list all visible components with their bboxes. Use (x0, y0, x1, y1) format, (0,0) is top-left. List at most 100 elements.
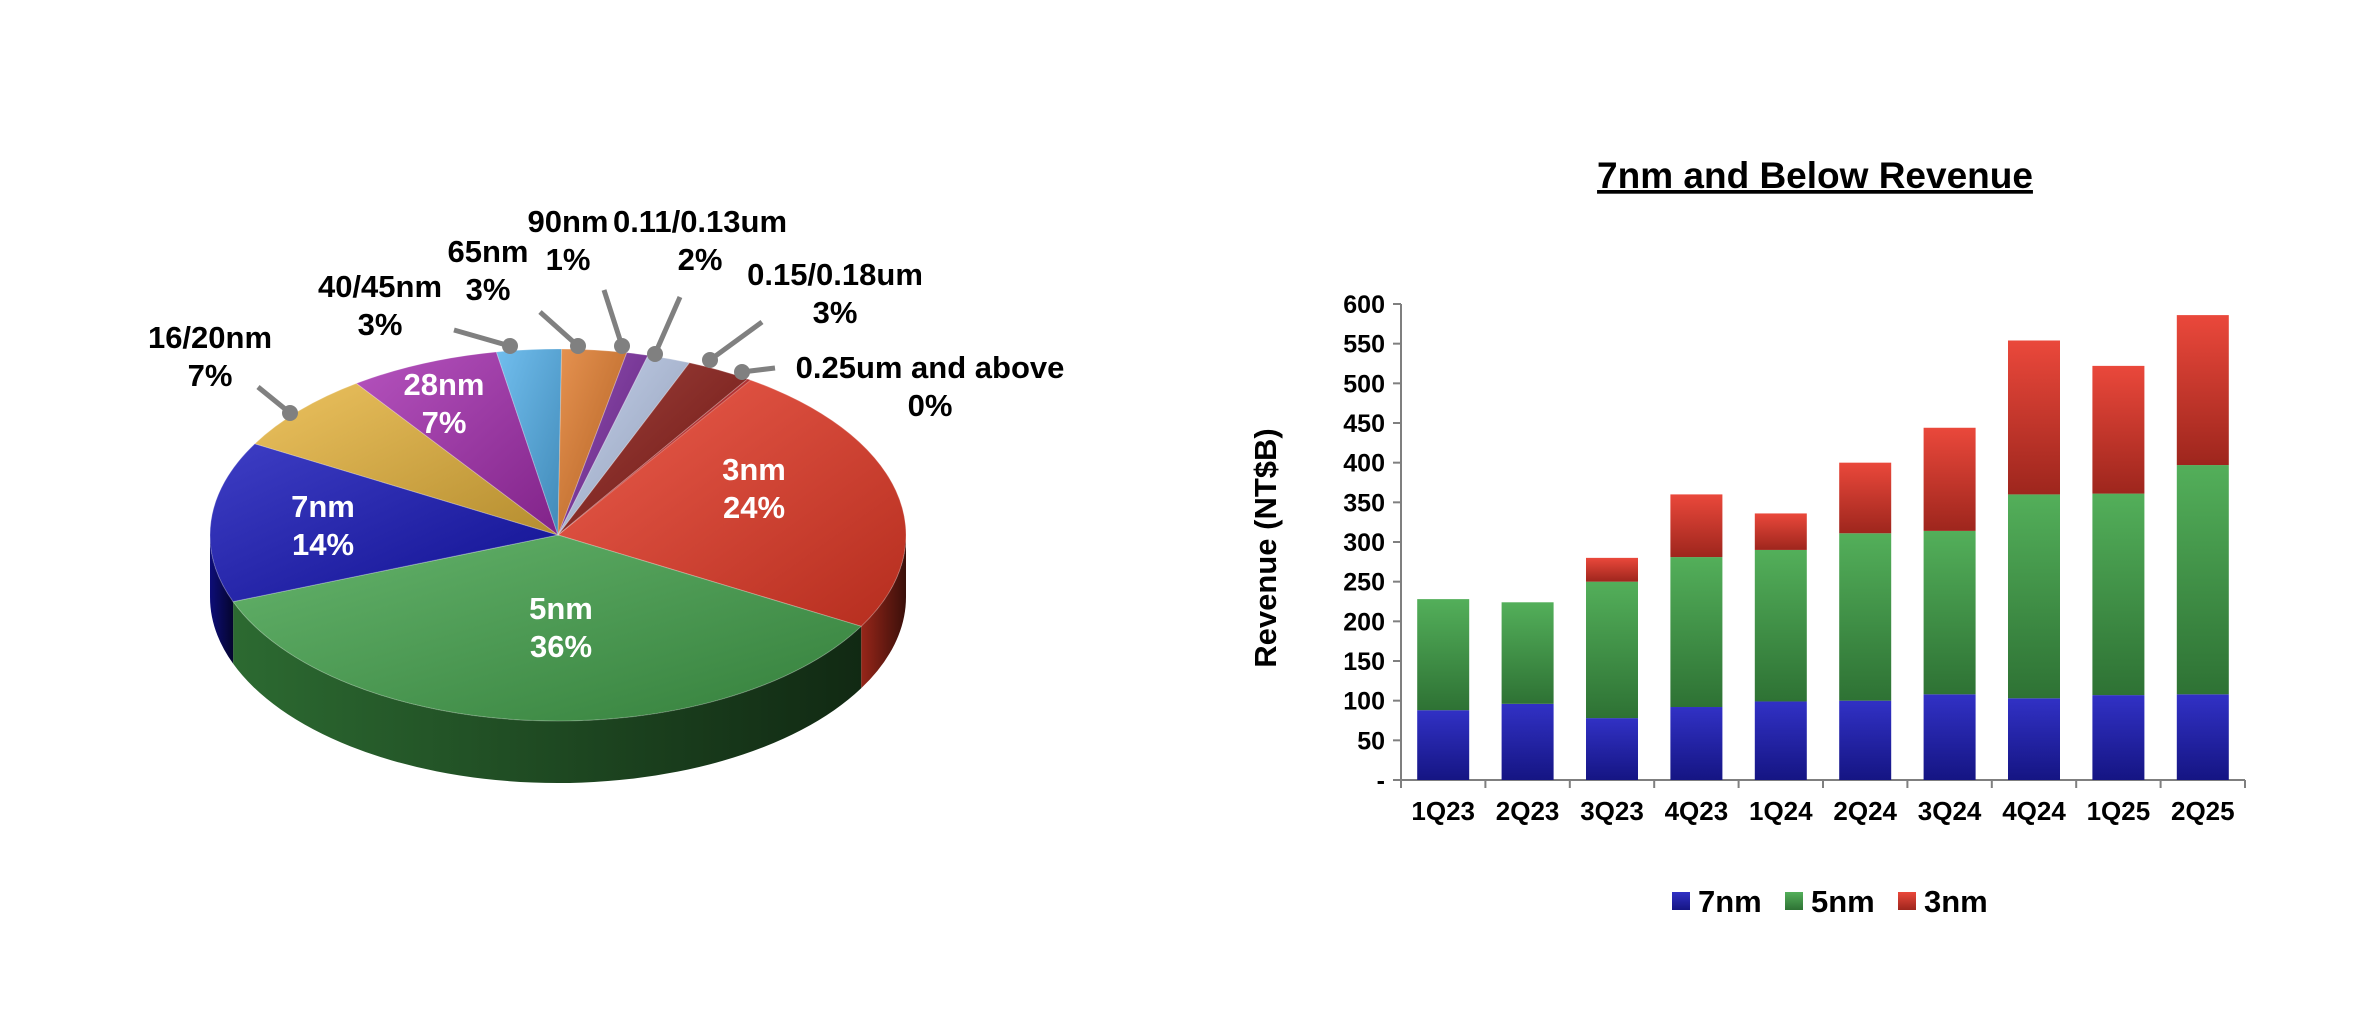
bar-segment-7nm-2Q24 (1839, 700, 1892, 780)
legend-label-7nm: 7nm (1698, 884, 1762, 919)
pie-leader-dot-0-11-0-13um (647, 346, 663, 362)
pie-leader-dot-16-20nm (282, 405, 298, 421)
pie-leader-dot-0-15-0-18um (702, 352, 718, 368)
bar-segment-7nm-1Q23 (1417, 710, 1470, 780)
y-tick-label: 500 (1343, 370, 1385, 398)
bar-segment-3nm-4Q24 (2008, 340, 2060, 495)
pie-label-90nm: 90nm 1% (528, 204, 609, 277)
y-tick-label: 100 (1343, 688, 1385, 716)
pie-side-3nm (861, 535, 906, 689)
x-tick-label: 3Q23 (1580, 796, 1644, 826)
legend-label-5nm: 5nm (1811, 884, 1875, 919)
pie-leader-dot-40-45nm (502, 338, 518, 354)
y-tick-label: 300 (1343, 529, 1385, 557)
pie-leader-line-40-45nm (453, 327, 511, 349)
pie-label-7nm: 7nm 14% (291, 489, 355, 562)
pie-slice-3nm (556, 378, 907, 627)
y-tick-label: 400 (1343, 450, 1385, 478)
legend-label-3nm: 3nm (1924, 884, 1988, 919)
pie-leader-dot-90nm (614, 338, 630, 354)
bar-segment-5nm-1Q24 (1754, 549, 1807, 702)
x-tick-label: 3Q24 (1918, 796, 1982, 826)
bar-segment-5nm-4Q23 (1670, 557, 1723, 708)
bar-segment-7nm-2Q23 (1501, 703, 1554, 780)
pie-label-40-45nm: 40/45nm 3% (318, 269, 442, 342)
bar-segment-7nm-1Q24 (1754, 701, 1807, 780)
y-tick-label: 200 (1343, 608, 1385, 636)
bar-segment-7nm-2Q25 (2176, 694, 2229, 780)
pie-label-0-11-0-13um: 0.11/0.13um 2% (613, 204, 787, 277)
pie-slice-28nm (355, 351, 559, 537)
pie-slice-40-45nm (495, 348, 563, 536)
bar-segment-7nm-4Q24 (2008, 698, 2060, 780)
pie-leader-line-0-15-0-18um (708, 319, 764, 363)
pie-side-7nm (210, 535, 234, 664)
bar-segment-5nm-2Q24 (1839, 533, 1892, 701)
y-tick-label: 550 (1343, 331, 1385, 359)
pie-leader-line-0-11-0-13um (652, 295, 683, 356)
pie-leader-line-90nm (601, 289, 625, 347)
bar-segment-5nm-3Q24 (1923, 530, 1976, 695)
bar-segment-7nm-4Q23 (1670, 707, 1723, 780)
bar-segment-5nm-2Q23 (1501, 602, 1554, 704)
pie-side-5nm (233, 601, 862, 784)
pie-labels: 3nm 24% 5nm 36% 7nm 14% 16/20nm 7% 28nm 7% 40/45nm… (148, 204, 1064, 664)
x-tick-label: 1Q25 (2087, 796, 2151, 826)
bar-segment-3nm-1Q25 (2092, 365, 2145, 494)
x-tick-label: 2Q24 (1833, 796, 1897, 826)
stacked-bar-chart: 7nm and Below Revenue Revenue (NT$B) - 50… (1248, 155, 2246, 919)
bar-segment-7nm-3Q24 (1923, 694, 1976, 780)
bar-segment-3nm-4Q23 (1670, 494, 1723, 558)
x-tick-label: 1Q24 (1749, 796, 1813, 826)
pie-label-65nm: 65nm 3% (448, 234, 529, 307)
x-tick-label: 2Q23 (1496, 796, 1560, 826)
bar-segment-3nm-1Q24 (1754, 513, 1807, 550)
y-tick-label: 50 (1357, 727, 1385, 755)
pie-side-walls (210, 535, 906, 784)
bar-segment-7nm-3Q23 (1586, 718, 1638, 780)
y-tick-label: 450 (1343, 410, 1385, 438)
bar-segment-5nm-2Q25 (2176, 465, 2229, 695)
bar-chart-title: 7nm and Below Revenue (1597, 155, 2033, 196)
legend-swatch-5nm (1785, 892, 1803, 910)
bar-segment-7nm-1Q25 (2092, 695, 2145, 780)
x-tick-label: 4Q24 (2002, 796, 2066, 826)
bar-segment-5nm-1Q25 (2092, 493, 2145, 696)
pie-top-faces (209, 348, 907, 722)
pie-label-5nm: 5nm 36% (529, 591, 593, 664)
bar-segment-3nm-2Q25 (2176, 315, 2229, 466)
bar-segment-3nm-3Q24 (1923, 427, 1976, 531)
y-tick-label: 150 (1343, 648, 1385, 676)
pie-label-16-20nm: 16/20nm 7% (148, 320, 272, 393)
pie-leader-line-65nm (538, 310, 580, 348)
pie-leader-dot-65nm (570, 338, 586, 354)
x-tick-label: 1Q23 (1411, 796, 1475, 826)
bar-segment-5nm-4Q24 (2008, 494, 2060, 699)
y-tick-label: 350 (1343, 489, 1385, 517)
bar-segment-5nm-1Q23 (1417, 599, 1470, 711)
y-tick-label: - (1377, 767, 1385, 795)
y-axis-title: Revenue (NT$B) (1248, 428, 1283, 667)
pie-slice-0-15-0-18um (557, 362, 749, 536)
pie-leader-dot-0-25um-and-above (734, 364, 750, 380)
legend-swatch-3nm (1898, 892, 1916, 910)
pie-slice-65nm (557, 348, 628, 536)
pie-label-0-25um-and-above: 0.25um and above 0% (796, 350, 1065, 423)
pie-chart: 3nm 24% 5nm 36% 7nm 14% 16/20nm 7% 28nm 7% 40/45nm… (148, 204, 1064, 784)
x-tick-label: 4Q23 (1665, 796, 1729, 826)
bar-segment-3nm-3Q23 (1586, 557, 1638, 582)
pie-label-3nm: 3nm 24% (722, 452, 786, 525)
pie-slice-0-25um-and-above (557, 378, 752, 536)
pie-label-28nm: 28nm 7% (404, 367, 485, 440)
legend-swatch-7nm (1672, 892, 1690, 910)
x-tick-label: 2Q25 (2171, 796, 2235, 826)
pie-label-0-15-0-18um: 0.15/0.18um 3% (747, 257, 923, 330)
y-tick-label: 250 (1343, 569, 1385, 597)
bar-segment-5nm-3Q23 (1586, 581, 1638, 719)
y-tick-label: 600 (1343, 291, 1385, 319)
pie-slice-16-20nm (253, 382, 559, 536)
pie-slice-5nm (232, 534, 863, 722)
pie-slice-7nm (209, 443, 559, 603)
bar-segment-3nm-2Q24 (1839, 462, 1892, 534)
